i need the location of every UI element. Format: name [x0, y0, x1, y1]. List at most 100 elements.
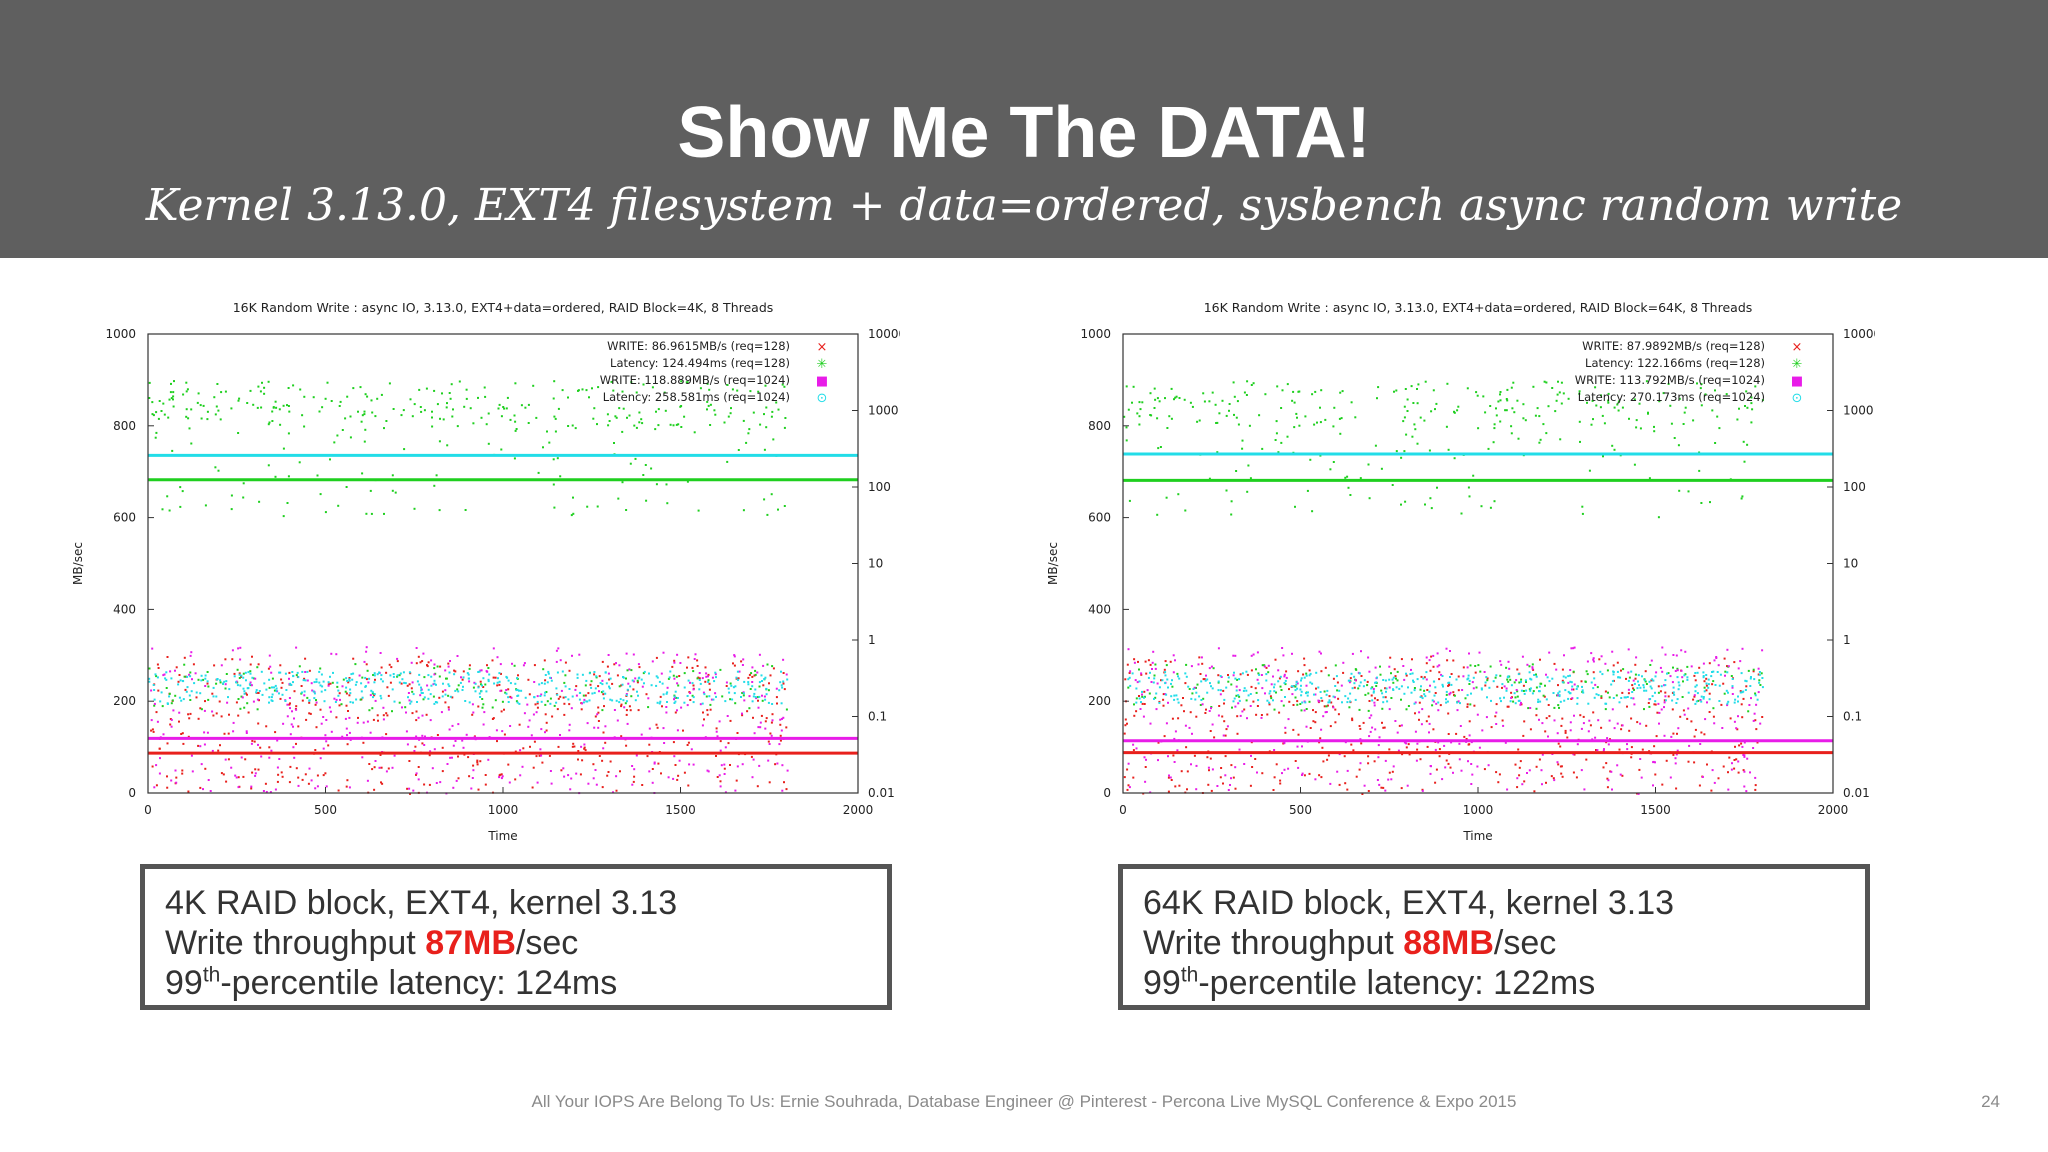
series-point-0 [1337, 713, 1340, 716]
series-point-0 [1201, 662, 1204, 665]
series-point-1 [339, 400, 342, 403]
series-point-2 [1155, 708, 1158, 711]
series-point-0 [619, 770, 621, 773]
series-point-0 [1124, 724, 1127, 727]
series-point-2 [435, 782, 438, 784]
series-point-0 [274, 731, 277, 734]
series-point-1 [1395, 677, 1397, 680]
series-point-1 [1165, 496, 1168, 499]
series-point-1 [1138, 423, 1141, 426]
series-point-1 [1296, 703, 1299, 706]
series-point-2 [411, 681, 414, 684]
series-point-0 [723, 767, 726, 770]
series-point-2 [1540, 769, 1543, 772]
series-point-1 [438, 509, 441, 512]
series-point-2 [249, 681, 252, 684]
series-point-1 [1241, 439, 1244, 442]
series-point-1 [556, 457, 559, 460]
series-point-2 [245, 730, 248, 733]
series-point-1 [708, 388, 711, 391]
series-point-0 [1157, 741, 1160, 744]
series-point-2 [1563, 654, 1565, 657]
series-point-3 [1273, 690, 1276, 693]
series-point-2 [1165, 722, 1168, 725]
series-point-3 [1638, 684, 1640, 687]
series-point-3 [1164, 682, 1167, 685]
series-point-2 [178, 711, 181, 714]
series-point-2 [189, 654, 192, 657]
series-point-2 [567, 774, 570, 777]
series-point-2 [623, 706, 626, 709]
series-point-0 [1604, 690, 1607, 693]
series-point-0 [1561, 679, 1564, 682]
series-point-2 [1333, 696, 1336, 699]
series-point-3 [380, 697, 383, 700]
series-point-3 [327, 681, 330, 684]
series-point-1 [1709, 501, 1711, 504]
series-point-2 [1508, 667, 1511, 670]
series-point-2 [325, 785, 328, 788]
series-point-1 [197, 392, 200, 395]
series-point-0 [601, 660, 604, 663]
series-point-2 [382, 718, 385, 721]
series-point-2 [718, 774, 721, 777]
series-point-3 [1545, 698, 1548, 701]
series-point-2 [495, 729, 498, 732]
series-point-0 [187, 713, 190, 716]
series-point-3 [1702, 675, 1705, 677]
series-point-2 [169, 670, 172, 673]
series-point-1 [642, 672, 645, 675]
series-point-0 [1315, 687, 1317, 690]
series-point-3 [1277, 680, 1280, 683]
series-point-0 [289, 765, 292, 768]
series-point-3 [1409, 673, 1412, 675]
series-point-0 [1735, 758, 1738, 761]
series-point-0 [178, 674, 181, 676]
series-point-0 [251, 655, 253, 658]
series-point-0 [265, 725, 268, 728]
series-point-1 [1393, 390, 1395, 393]
series-point-1 [425, 387, 428, 390]
series-points-0 [150, 655, 788, 795]
series-point-1 [570, 514, 573, 517]
series-point-3 [1177, 675, 1179, 678]
series-point-1 [161, 705, 164, 708]
series-point-3 [289, 682, 292, 685]
series-point-1 [230, 508, 233, 511]
series-point-1 [249, 670, 252, 673]
series-point-0 [1227, 674, 1229, 676]
series-point-0 [611, 682, 614, 685]
series-point-2 [555, 649, 558, 652]
series-point-0 [1189, 711, 1192, 714]
series-point-0 [295, 767, 298, 770]
series-point-1 [1736, 418, 1739, 421]
series-point-1 [1246, 380, 1249, 383]
series-point-2 [1377, 756, 1380, 759]
series-point-2 [1663, 684, 1666, 687]
series-point-2 [1210, 707, 1212, 710]
scatter-points [148, 380, 789, 795]
series-point-1 [1596, 686, 1599, 689]
series-point-2 [596, 713, 599, 716]
series-point-3 [1177, 701, 1180, 704]
series-point-0 [1742, 769, 1745, 772]
series-point-0 [1384, 687, 1387, 690]
series-point-0 [1552, 777, 1555, 780]
series-point-3 [420, 689, 423, 692]
series-point-0 [1653, 745, 1656, 748]
series-point-1 [1185, 663, 1188, 666]
series-point-3 [1705, 674, 1708, 676]
series-point-0 [335, 716, 338, 719]
series-point-0 [1318, 774, 1321, 777]
series-point-0 [1328, 695, 1331, 698]
series-point-3 [268, 696, 271, 699]
series-point-2 [1281, 647, 1284, 649]
series-point-3 [1686, 678, 1689, 681]
series-point-2 [330, 730, 333, 733]
series-point-3 [760, 674, 763, 677]
series-point-3 [1492, 680, 1495, 683]
series-point-2 [235, 776, 238, 779]
series-point-1 [242, 672, 245, 675]
series-point-2 [1152, 650, 1155, 653]
series-point-1 [1153, 407, 1156, 409]
